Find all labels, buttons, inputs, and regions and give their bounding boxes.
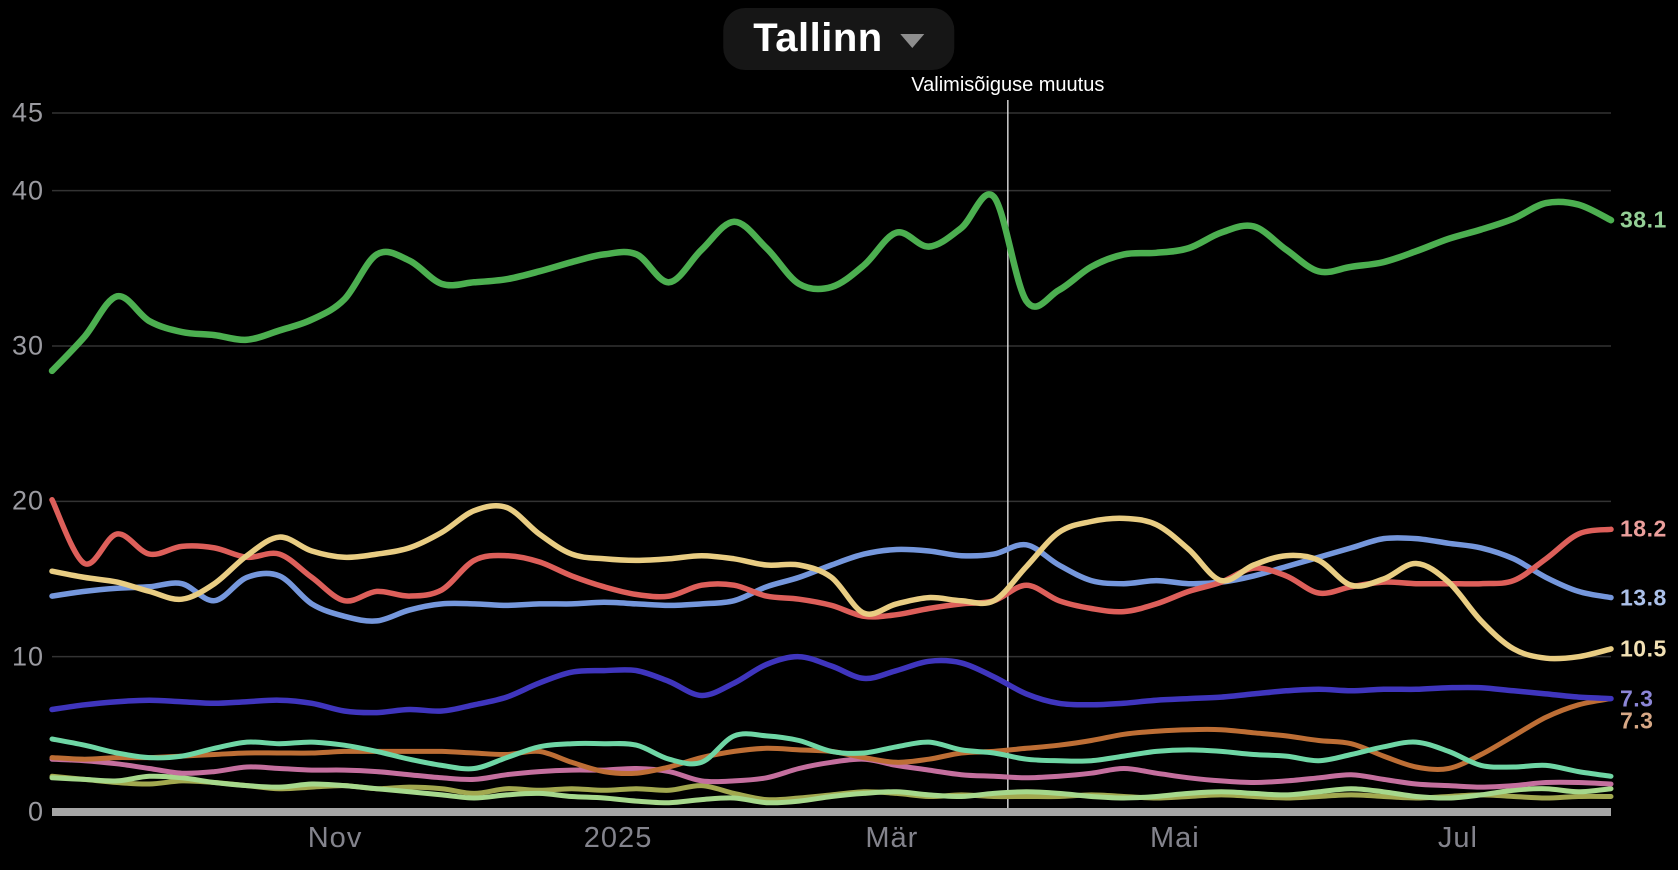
series-line-teal [49, 731, 1614, 779]
x-tick-label-2025: 2025 [583, 822, 653, 854]
city-selector-label: Tallinn [753, 16, 883, 60]
city-selector-dropdown[interactable]: Tallinn [723, 8, 955, 70]
series-line-yellow [49, 502, 1614, 662]
y-tick-label-0: 0 [27, 796, 44, 827]
end-value-label-red: 18.2 [1620, 515, 1667, 542]
series-line-red [49, 497, 1614, 620]
y-tick-label-20: 20 [11, 485, 44, 516]
y-tick-label-40: 40 [11, 175, 44, 206]
y-tick-label-10: 10 [11, 641, 44, 672]
series-line-pink [49, 756, 1614, 790]
series-line-indigo [49, 653, 1614, 716]
event-annotation-label: Valimisõiguse muutus [911, 74, 1105, 96]
x-tick-label-Mai: Mai [1149, 822, 1200, 854]
x-tick-label-Nov: Nov [307, 822, 363, 854]
end-value-label-indigo: 7.3 [1620, 685, 1654, 712]
y-tick-label-30: 30 [11, 330, 44, 361]
x-tick-label-Jul: Jul [1437, 822, 1478, 854]
end-value-label-blue: 13.8 [1620, 584, 1667, 611]
series-line-green [48, 191, 1615, 375]
end-value-label-orange: 7.3 [1620, 707, 1654, 734]
x-tick-label-Mär: Mär [865, 822, 919, 854]
series-line-light-green [49, 773, 1614, 806]
y-tick-label-45: 45 [11, 97, 44, 128]
end-value-label-yellow: 10.5 [1620, 635, 1667, 662]
x-axis-baseline [52, 808, 1611, 816]
caret-down-icon [900, 34, 925, 48]
series-line-blue [49, 534, 1614, 624]
end-value-label-green: 38.1 [1620, 206, 1667, 233]
